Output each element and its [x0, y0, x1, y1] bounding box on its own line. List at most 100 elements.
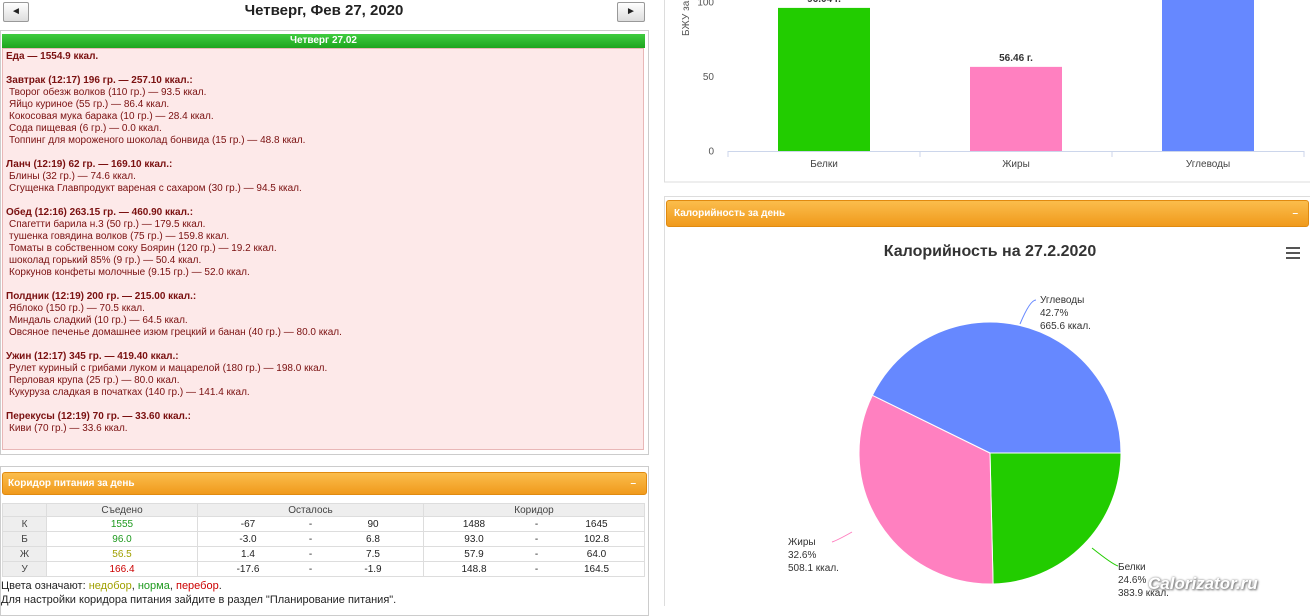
corridor-header[interactable]: Коридор питания за день – — [2, 472, 647, 495]
meal-item: Кокосовая мука барака (10 гр.) — 28.4 кк… — [6, 111, 643, 123]
slice-name: Углеводы — [1040, 295, 1084, 306]
meal: Ужин (12:17) 345 гр. — 419.40 ккал.:Руле… — [6, 351, 643, 399]
eaten: 56.5 — [47, 547, 198, 562]
sep: - — [524, 562, 549, 577]
min: 1488 — [424, 517, 525, 532]
meal-item: Овсяное печенье домашнее изюм грецкий и … — [6, 327, 643, 339]
sep: - — [298, 547, 323, 562]
col-head: Съедено — [47, 504, 198, 517]
min: 93.0 — [424, 532, 525, 547]
meal: Обед (12:16) 263.15 гр. — 460.90 ккал.:С… — [6, 207, 643, 279]
meal-item: Перловая крупа (25 гр.) — 80.0 ккал. — [6, 375, 643, 387]
sep: - — [298, 517, 323, 532]
legend-under: недобор — [89, 580, 132, 592]
meal-item: Рулет куриный с грибами луком и мацарело… — [6, 363, 643, 375]
legend-text: Цвета означают: — [1, 580, 89, 592]
x-tick-label: Углеводы — [1186, 159, 1230, 170]
sep: - — [524, 532, 549, 547]
meal-item: Миндаль сладкий (10 гр.) — 64.5 ккал. — [6, 315, 643, 327]
collapse[interactable]: – — [1292, 201, 1298, 226]
y-axis-label: БЖУ за — [681, 0, 692, 36]
left-min: -67 — [198, 517, 299, 532]
left-min: 1.4 — [198, 547, 299, 562]
left-max: 90 — [323, 517, 424, 532]
pie-title: Калорийность на 27.2.2020 — [884, 243, 1097, 260]
eaten: 96.0 — [47, 532, 198, 547]
slice-kcal: 508.1 ккал. — [788, 563, 839, 574]
bar — [970, 67, 1062, 151]
max: 64.0 — [549, 547, 645, 562]
min: 148.8 — [424, 562, 525, 577]
meal-heading: Перекусы (12:19) 70 гр. — 33.60 ккал.: — [6, 411, 643, 423]
bar — [778, 8, 870, 151]
meal-heading: Полдник (12:19) 200 гр. — 215.00 ккал.: — [6, 291, 643, 303]
left-min: -3.0 — [198, 532, 299, 547]
meal: Полдник (12:19) 200 гр. — 215.00 ккал.:Я… — [6, 291, 643, 339]
meal: Ланч (12:19) 62 гр. — 169.10 ккал.:Блины… — [6, 159, 643, 195]
calories-header[interactable]: Калорийность за день – — [666, 200, 1309, 227]
meal-item: Сода пищевая (6 гр.) — 0.0 ккал. — [6, 123, 643, 135]
day-bar: Четверг 27.02 — [2, 34, 645, 48]
min: 57.9 — [424, 547, 525, 562]
slice-name: Жиры — [788, 537, 816, 548]
meal-item: Киви (70 гр.) — 33.6 ккал. — [6, 423, 643, 435]
meal-item: Кукуруза сладкая в початках (140 гр.) — … — [6, 387, 643, 399]
max: 164.5 — [549, 562, 645, 577]
col-head: Коридор — [424, 504, 645, 517]
legend-norm: норма — [138, 580, 170, 592]
slice-percent: 24.6% — [1118, 575, 1146, 586]
value-label: 96.04 г. — [807, 0, 841, 5]
meal-item: шоколад горький 85% (9 гр.) — 50.4 ккал. — [6, 255, 643, 267]
next-button[interactable]: ► — [617, 2, 645, 22]
value-label: 56.46 г. — [999, 53, 1033, 64]
meal-item: Спагетти барила н.3 (50 гр.) — 179.5 кка… — [6, 219, 643, 231]
meal-heading: Ланч (12:19) 62 гр. — 169.10 ккал.: — [6, 159, 643, 171]
x-tick-label: Белки — [810, 159, 838, 170]
y-tick-label: 0 — [708, 147, 714, 158]
total: Еда — 1554.9 ккал. — [6, 51, 643, 63]
slice-name: Белки — [1118, 562, 1146, 573]
left-min: -17.6 — [198, 562, 299, 577]
legend-end: . — [219, 580, 222, 592]
watermark: Calorizator.ru — [1148, 574, 1258, 594]
sep: - — [298, 562, 323, 577]
meal-item: Томаты в собственном соку Боярин (120 гр… — [6, 243, 643, 255]
meal-item: Яблоко (150 гр.) — 70.5 ккал. — [6, 303, 643, 315]
max: 102.8 — [549, 532, 645, 547]
slice-kcal: 665.6 ккал. — [1040, 321, 1091, 332]
left-max: 6.8 — [323, 532, 424, 547]
left-max: -1.9 — [323, 562, 424, 577]
meal-item: Блины (32 гр.) — 74.6 ккал. — [6, 171, 643, 183]
sep: - — [298, 532, 323, 547]
meal: Завтрак (12:17) 196 гр. — 257.10 ккал.:Т… — [6, 75, 643, 147]
prev-button[interactable]: ◄ — [3, 2, 29, 22]
col-head: Осталось — [198, 504, 424, 517]
bar — [1162, 0, 1254, 151]
date-title: Четверг, Фев 27, 2020 — [100, 2, 548, 19]
slice-percent: 42.7% — [1040, 308, 1068, 319]
meal-heading: Ужин (12:17) 345 гр. — 419.40 ккал.: — [6, 351, 643, 363]
collapse[interactable]: – — [630, 473, 636, 494]
left-max: 7.5 — [323, 547, 424, 562]
meal-item: Яйцо куриное (55 гр.) — 86.4 ккал. — [6, 99, 643, 111]
meal-heading: Обед (12:16) 263.15 гр. — 460.90 ккал.: — [6, 207, 643, 219]
row-label: Б — [3, 532, 47, 547]
meal-item: Творог обезж волков (110 гр.) — 93.5 кка… — [6, 87, 643, 99]
note: Для настройки коридора питания зайдите в… — [1, 594, 396, 606]
meal: Перекусы (12:19) 70 гр. — 33.60 ккал.:Ки… — [6, 411, 643, 435]
meal-item: Топпинг для мороженого шоколад бонвида (… — [6, 135, 643, 147]
row-label: Ж — [3, 547, 47, 562]
row-label: К — [3, 517, 47, 532]
meal-item: Коркунов конфеты молочные (9.15 гр.) — 5… — [6, 267, 643, 279]
max: 1645 — [549, 517, 645, 532]
meal-item: Сгущенка Главпродукт вареная с сахаром (… — [6, 183, 643, 195]
meal-heading: Завтрак (12:17) 196 гр. — 257.10 ккал.: — [6, 75, 643, 87]
sep: - — [524, 547, 549, 562]
x-tick-label: Жиры — [1002, 159, 1030, 170]
